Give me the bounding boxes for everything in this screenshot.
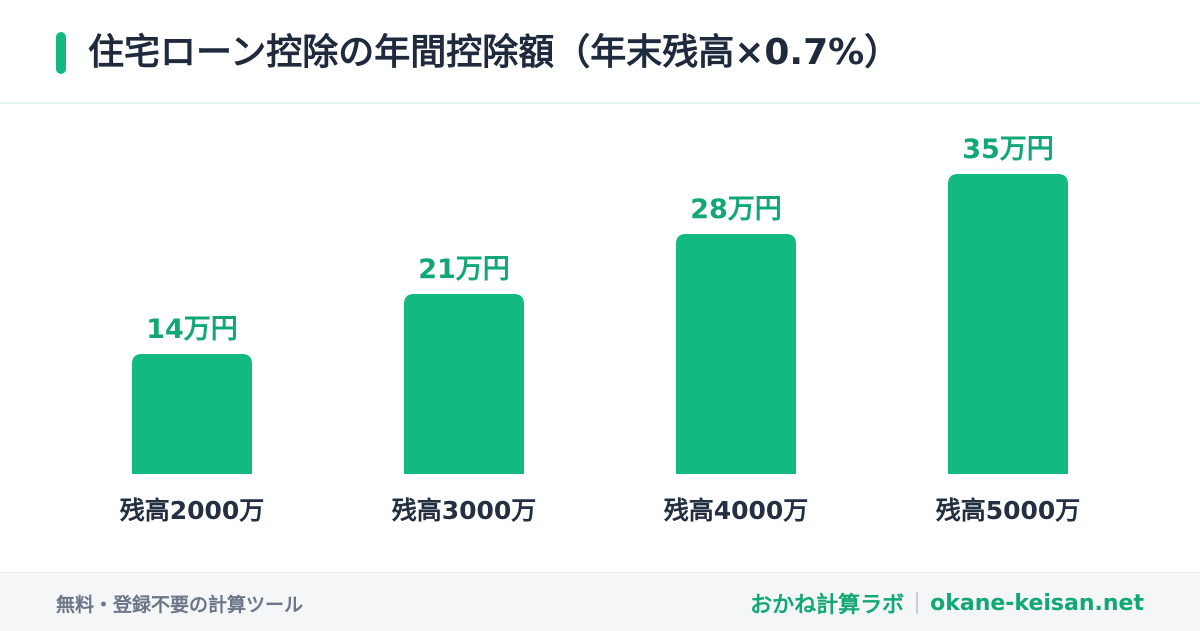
value-label-2: 21万円 (418, 254, 510, 285)
footer-tagline: 無料・登録不要の計算ツール (56, 594, 304, 616)
bar-4 (948, 174, 1068, 474)
category-label-1: 残高2000万 (120, 496, 265, 525)
bar-3 (676, 234, 796, 474)
category-label-4: 残高5000万 (936, 496, 1081, 525)
footer: 無料・登録不要の計算ツール おかね計算ラボ okane-keisan.net (0, 572, 1200, 631)
footer-brand-name: おかね計算ラボ (750, 593, 905, 618)
value-label-3: 28万円 (690, 194, 782, 225)
value-label-1: 14万円 (146, 314, 238, 345)
footer-brand-block: おかね計算ラボ okane-keisan.net (750, 587, 1144, 619)
category-label-2: 残高3000万 (392, 496, 537, 525)
footer-domain: okane-keisan.net (930, 590, 1144, 616)
value-label-4: 35万円 (962, 134, 1054, 165)
chart-title: 住宅ローン控除の年間控除額（年末残高×0.7%） (88, 32, 901, 73)
bar-2 (404, 294, 524, 474)
title-accent-bar (56, 32, 66, 74)
header: 住宅ローン控除の年間控除額（年末残高×0.7%） (0, 0, 1200, 104)
footer-separator (916, 592, 919, 614)
category-label-3: 残高4000万 (664, 496, 809, 525)
bar-1 (132, 354, 252, 474)
